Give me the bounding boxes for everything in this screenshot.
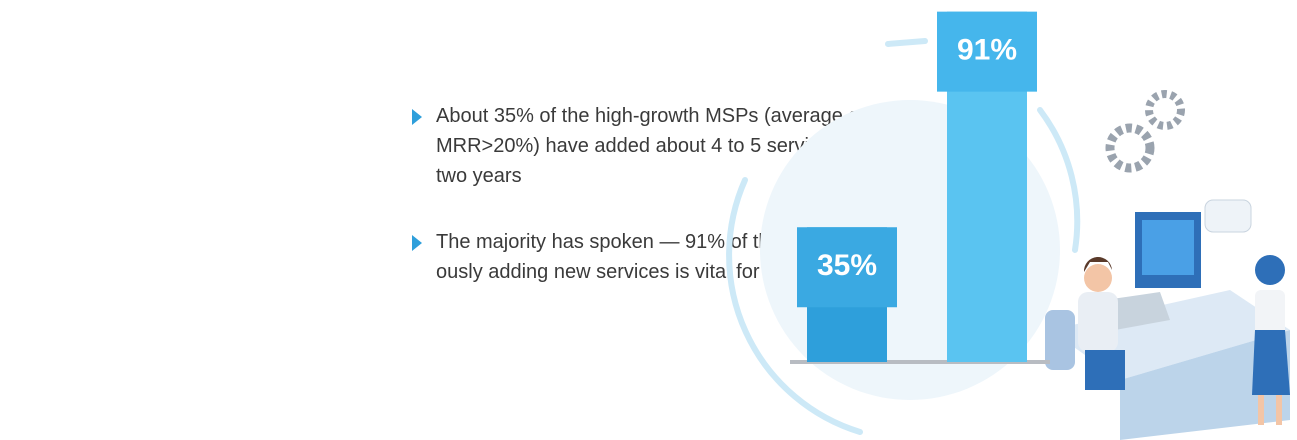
value-label: 35% [817, 249, 877, 282]
value-label: 91% [957, 34, 1017, 67]
chart: 35% 91% [0, 0, 1297, 440]
page: About 35% of the high-growth MSPs (avera… [0, 0, 1297, 440]
